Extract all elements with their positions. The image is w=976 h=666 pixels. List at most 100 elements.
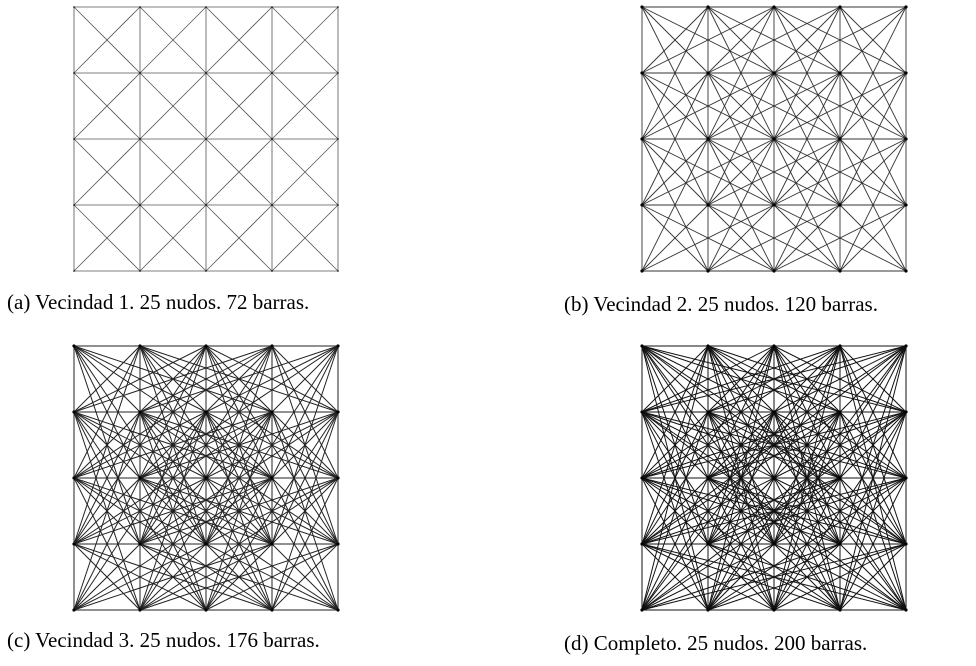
- truss-node: [772, 344, 776, 348]
- truss-node: [270, 542, 274, 546]
- truss-node: [640, 344, 644, 348]
- truss-node: [706, 71, 710, 75]
- truss-node: [904, 137, 908, 141]
- truss-node: [204, 344, 208, 348]
- truss-node: [904, 203, 908, 207]
- truss-node: [706, 5, 710, 9]
- truss-node: [72, 608, 76, 612]
- truss-bar: [271, 477, 339, 611]
- nodes-group: [73, 6, 339, 272]
- ground-structure-vecindad-1: [73, 6, 339, 272]
- truss-bar: [839, 138, 907, 206]
- truss-node: [336, 410, 340, 414]
- truss-node: [139, 270, 141, 272]
- truss-bar: [839, 411, 907, 611]
- truss-node: [337, 72, 339, 74]
- truss-node: [204, 476, 208, 480]
- truss-node: [138, 608, 142, 612]
- truss-bar: [707, 6, 775, 74]
- truss-bar: [73, 477, 141, 611]
- truss-bar: [139, 477, 207, 611]
- truss-bar: [205, 138, 273, 206]
- truss-node: [838, 269, 842, 273]
- caption-c: (c) Vecindad 3. 25 nudos. 176 barras.: [7, 628, 320, 652]
- truss-node: [838, 476, 842, 480]
- truss-node: [204, 410, 208, 414]
- truss-bar: [773, 6, 841, 74]
- truss-node: [838, 344, 842, 348]
- truss-node: [772, 542, 776, 546]
- truss-node: [772, 71, 776, 75]
- truss-bar: [205, 72, 273, 140]
- truss-node: [640, 5, 644, 9]
- truss-bar: [205, 6, 273, 74]
- truss-node: [706, 137, 710, 141]
- truss-bar: [839, 345, 907, 545]
- truss-node: [706, 608, 710, 612]
- truss-bar: [707, 6, 775, 140]
- truss-node: [73, 6, 75, 8]
- truss-bar: [139, 345, 207, 545]
- truss-bar: [205, 477, 273, 611]
- truss-bar: [641, 411, 709, 611]
- caption-a: (a) Vecindad 1. 25 nudos. 72 barras.: [7, 290, 310, 314]
- truss-node: [204, 608, 208, 612]
- truss-bar: [773, 345, 841, 479]
- truss-bar: [839, 72, 907, 206]
- truss-node: [271, 138, 273, 140]
- nodes-group: [640, 5, 908, 273]
- truss-bar: [773, 204, 841, 272]
- truss-bar: [839, 345, 907, 611]
- truss-node: [73, 72, 75, 74]
- truss-bar: [271, 138, 339, 206]
- truss-node: [772, 5, 776, 9]
- truss-bar: [707, 411, 775, 611]
- truss-node: [706, 269, 710, 273]
- truss-bar: [139, 345, 207, 413]
- truss-bar: [271, 411, 339, 545]
- truss-bar: [773, 411, 841, 611]
- truss-bar: [839, 72, 907, 140]
- truss-bar: [271, 345, 339, 413]
- truss-bar: [205, 411, 273, 611]
- truss-node: [138, 476, 142, 480]
- bars-group: [641, 345, 907, 611]
- truss-node: [204, 542, 208, 546]
- truss-node: [640, 542, 644, 546]
- truss-bar: [73, 411, 141, 545]
- truss-bar: [205, 411, 273, 545]
- truss-bar: [73, 72, 141, 140]
- truss-bar: [205, 345, 273, 545]
- truss-bar: [707, 138, 775, 206]
- truss-bar: [139, 411, 207, 545]
- truss-node: [772, 269, 776, 273]
- truss-bar: [641, 543, 709, 611]
- truss-node: [205, 204, 207, 206]
- truss-bar: [773, 6, 841, 140]
- truss-bar: [773, 345, 841, 413]
- truss-node: [139, 138, 141, 140]
- truss-node: [205, 6, 207, 8]
- truss-bar: [271, 204, 339, 272]
- truss-node: [271, 6, 273, 8]
- truss-node: [640, 476, 644, 480]
- truss-node: [640, 410, 644, 414]
- truss-bar: [271, 6, 339, 74]
- truss-node: [772, 137, 776, 141]
- truss-bar: [773, 345, 841, 611]
- truss-bar: [641, 138, 709, 206]
- bars-group: [73, 345, 339, 611]
- truss-node: [640, 608, 644, 612]
- truss-bar: [641, 138, 709, 272]
- truss-bar: [641, 345, 709, 413]
- truss-node: [336, 476, 340, 480]
- truss-bar: [641, 6, 709, 74]
- truss-node: [337, 270, 339, 272]
- truss-bar: [139, 204, 207, 272]
- truss-bar: [139, 543, 207, 611]
- truss-node: [904, 476, 908, 480]
- truss-node: [706, 203, 710, 207]
- truss-node: [138, 410, 142, 414]
- truss-bar: [641, 72, 709, 206]
- truss-node: [706, 410, 710, 414]
